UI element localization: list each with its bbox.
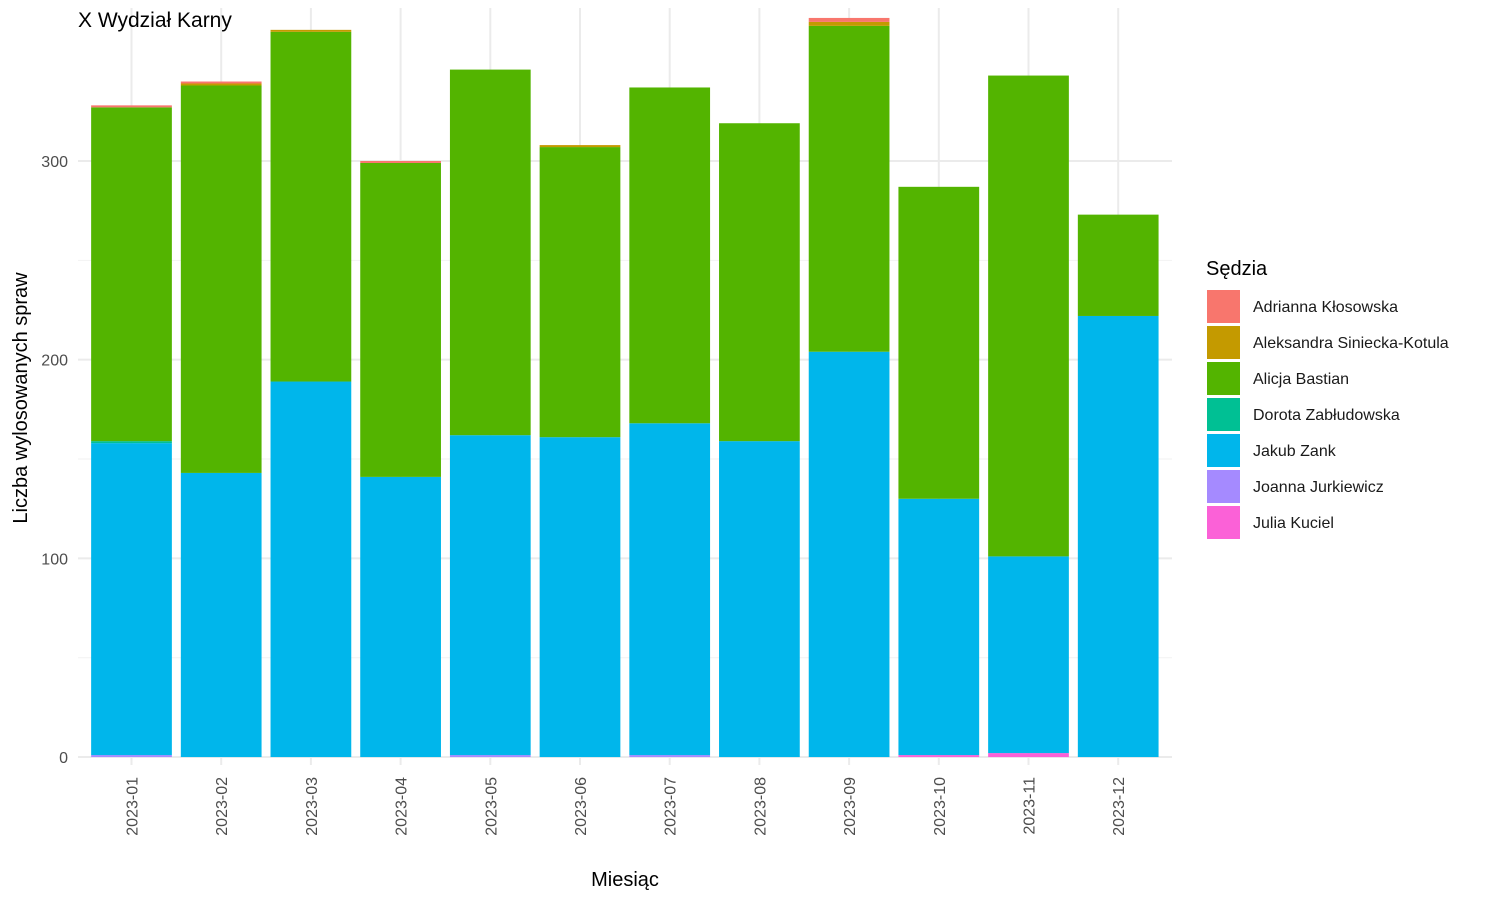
bar-segment-alicja-bastian-2023-05 (449, 69, 531, 436)
bar-segment-alicja-bastian-2023-01 (91, 107, 172, 442)
bar-segment-alicja-bastian-2023-12 (1077, 214, 1159, 316)
x-tick-label: 2023-06 (573, 777, 590, 836)
legend-title: Sędzia (1206, 258, 1268, 280)
bar-segment-joanna-jurkiewicz-2023-07 (629, 755, 711, 758)
bar-segment-alicja-bastian-2023-03 (270, 31, 352, 382)
bar-segment-alicja-bastian-2023-11 (988, 75, 1069, 557)
x-tick-label: 2023-01 (125, 777, 142, 836)
x-tick-label: 2023-02 (214, 777, 231, 836)
bar-segment-jakub-zank-2023-02 (180, 472, 262, 758)
bar-segment-jakub-zank-2023-07 (629, 423, 711, 756)
x-tick-label: 2023-08 (752, 777, 769, 836)
bar-segment-jakub-zank-2023-10 (898, 498, 980, 756)
y-tick-label: 100 (41, 551, 68, 568)
bar-segment-jakub-zank-2023-09 (808, 351, 890, 758)
legend-items: Adrianna Kłosowska Aleksandra Siniecka-Ko… (1207, 290, 1449, 539)
bar-segment-jakub-zank-2023-12 (1077, 315, 1159, 758)
x-tick-label: 2023-11 (1022, 777, 1039, 835)
legend-label-julia-kuciel: Julia Kuciel (1253, 515, 1334, 532)
bar-segment-alicja-bastian-2023-07 (629, 87, 711, 424)
legend-label-jakub-zank: Jakub Zank (1253, 443, 1337, 460)
bar-segment-jakub-zank-2023-03 (270, 381, 352, 758)
legend-key-aleksandra-siniecka-kotula (1207, 326, 1240, 359)
legend-key-dorota-zabludowska (1207, 398, 1240, 431)
bar-segment-jakub-zank-2023-01 (91, 443, 172, 756)
x-tick-label: 2023-10 (932, 777, 949, 836)
legend-key-joanna-jurkiewicz (1207, 470, 1240, 503)
legend-key-julia-kuciel (1207, 506, 1240, 539)
legend-label-dorota-zabludowska: Dorota Zabłudowska (1253, 407, 1400, 424)
bar-segment-alicja-bastian-2023-09 (808, 25, 890, 352)
legend-label-adrianna-klosowska: Adrianna Kłosowska (1253, 299, 1398, 316)
legend-key-adrianna-klosowska (1207, 290, 1240, 323)
bar-segment-julia-kuciel-2023-11 (988, 753, 1069, 758)
bar-segment-jakub-zank-2023-06 (539, 437, 621, 758)
legend-label-alicja-bastian: Alicja Bastian (1253, 371, 1349, 388)
bar-segment-aleksandra-siniecka-kotula-2023-02 (180, 83, 262, 86)
x-tick-label: 2023-07 (663, 777, 680, 836)
x-tick-label: 2023-04 (394, 777, 411, 836)
legend: Sędzia Adrianna Kłosowska Aleksandra Sini… (1206, 258, 1449, 539)
y-axis-ticks: 0 100 200 300 (41, 154, 68, 767)
legend-label-aleksandra-siniecka-kotula: Aleksandra Siniecka-Kotula (1253, 335, 1449, 352)
bar-segment-jakub-zank-2023-04 (360, 476, 441, 758)
bars (91, 17, 1159, 758)
bar-segment-julia-kuciel-2023-10 (898, 755, 980, 758)
legend-key-alicja-bastian (1207, 362, 1240, 395)
y-tick-label: 200 (41, 353, 68, 370)
x-tick-label: 2023-09 (842, 777, 859, 836)
bar-segment-aleksandra-siniecka-kotula-2023-03 (270, 29, 352, 32)
bar-segment-jakub-zank-2023-05 (449, 435, 531, 756)
bar-segment-alicja-bastian-2023-06 (539, 147, 621, 438)
bar-segment-alicja-bastian-2023-02 (180, 85, 262, 473)
y-axis-title: Liczba wylosowanych spraw (10, 272, 32, 524)
bar-segment-alicja-bastian-2023-04 (360, 162, 441, 477)
x-tick-label: 2023-05 (483, 777, 500, 836)
bar-segment-jakub-zank-2023-08 (719, 441, 800, 758)
bar-segment-alicja-bastian-2023-10 (898, 186, 980, 499)
bar-segment-jakub-zank-2023-11 (988, 556, 1069, 754)
bar-segment-adrianna-klosowska-2023-09 (808, 17, 890, 22)
bar-segment-adrianna-klosowska-2023-02 (180, 81, 262, 84)
bar-segment-joanna-jurkiewicz-2023-01 (91, 755, 172, 758)
y-tick-label: 0 (59, 750, 68, 767)
bar-segment-dorota-zabludowska-2023-01 (91, 441, 172, 444)
bar-segment-aleksandra-siniecka-kotula-2023-06 (539, 145, 621, 148)
x-axis-ticks: 2023-01 2023-02 2023-03 2023-04 2023-05 2023-… (125, 777, 1129, 836)
bar-segment-adrianna-klosowska-2023-01 (91, 105, 172, 108)
chart-title: X Wydział Karny (78, 9, 232, 32)
legend-label-joanna-jurkiewicz: Joanna Jurkiewicz (1253, 479, 1384, 496)
bar-segment-aleksandra-siniecka-kotula-2023-09 (808, 21, 890, 26)
bar-segment-alicja-bastian-2023-08 (719, 123, 800, 442)
bar-segment-adrianna-klosowska-2023-04 (360, 160, 441, 163)
x-axis-title: Miesiąc (591, 869, 659, 891)
x-tick-label: 2023-03 (304, 777, 321, 836)
legend-key-jakub-zank (1207, 434, 1240, 467)
x-tick-label: 2023-12 (1111, 777, 1128, 836)
y-tick-label: 300 (41, 154, 68, 171)
bar-segment-joanna-jurkiewicz-2023-05 (449, 755, 531, 758)
